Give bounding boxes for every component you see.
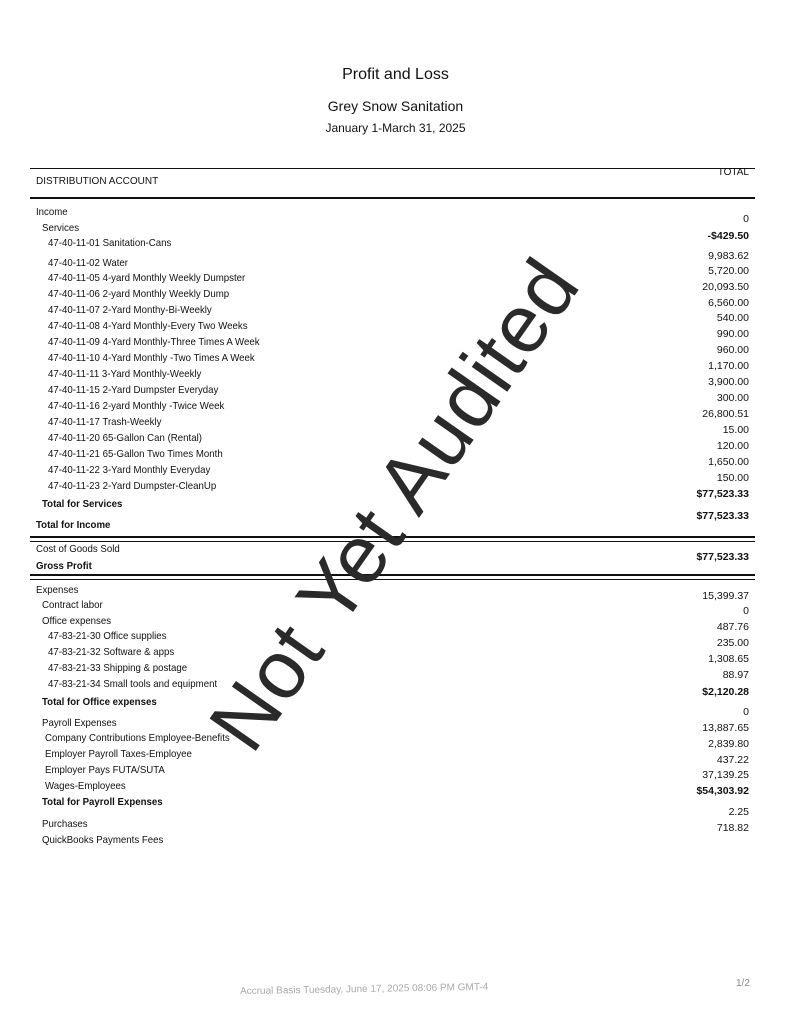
row-value: 300.00: [716, 392, 749, 404]
company-name: Grey Snow Sanitation: [327, 98, 464, 114]
row-label: 47-83-21-30 Office supplies: [48, 630, 167, 642]
row-label: 47-40-11-16 2-yard Monthly -Twice Week: [48, 400, 225, 412]
row-value: 88.97: [722, 669, 749, 681]
row-value: $2,120.28: [702, 686, 749, 698]
row-label: QuickBooks Payments Fees: [42, 834, 164, 846]
row-label: 47-40-11-02 Water: [48, 257, 129, 269]
row-value: 2,839.80: [708, 738, 749, 750]
row-label: Purchases: [42, 818, 88, 830]
income-total-rule: [30, 536, 755, 538]
row-value: 20,093.50: [702, 281, 749, 293]
watermark: Not Yet Audited: [192, 242, 598, 767]
row-value: 37,139.25: [702, 769, 749, 781]
row-label: Cost of Goods Sold: [36, 543, 120, 555]
row-value: 120.00: [716, 440, 749, 452]
row-label: 47-40-11-08 4-Yard Monthly-Every Two Wee…: [48, 320, 248, 332]
row-value: $54,303.92: [696, 785, 749, 797]
row-value: 0: [743, 706, 749, 718]
row-label: Contract labor: [42, 599, 103, 611]
report-title: Profit and Loss: [342, 66, 449, 83]
row-value: 13,887.65: [702, 722, 749, 734]
row-label: 47-83-21-34 Small tools and equipment: [48, 678, 218, 690]
row-label: 47-40-11-07 2-Yard Monthy-Bi-Weekly: [48, 304, 212, 316]
row-value: 0: [743, 605, 749, 617]
row-label: 47-40-11-11 3-Yard Monthly-Weekly: [48, 368, 202, 380]
row-value: $77,523.33: [696, 510, 749, 522]
row-label: Income: [36, 206, 68, 218]
row-label: Services: [42, 222, 80, 234]
row-value: 26,800.51: [702, 408, 749, 420]
row-label: 47-40-11-01 Sanitation-Cans: [48, 237, 172, 249]
row-label: 47-40-11-23 2-Yard Dumpster-CleanUp: [48, 480, 217, 492]
row-value: -$429.50: [707, 230, 749, 242]
row-value: 6,560.00: [708, 297, 749, 309]
column-header-total: TOTAL: [717, 167, 749, 178]
row-value: 235.00: [716, 637, 749, 649]
row-value: 1,170.00: [708, 360, 749, 372]
row-label: 47-40-11-10 4-Yard Monthly -Two Times A …: [48, 352, 255, 364]
row-label: Gross Profit: [36, 560, 92, 572]
row-label: Employer Payroll Taxes-Employee: [45, 748, 192, 760]
row-value: 960.00: [716, 344, 749, 356]
row-value: 487.76: [716, 621, 749, 633]
row-value: 0: [743, 213, 749, 225]
page-number: 1/2: [736, 978, 750, 989]
row-label: Wages-Employees: [45, 780, 126, 792]
row-value: 2.25: [728, 806, 749, 818]
row-value: 990.00: [716, 328, 749, 340]
row-label: 47-83-21-33 Shipping & postage: [48, 662, 188, 674]
report-period: January 1-March 31, 2025: [325, 121, 466, 135]
row-label: 47-40-11-05 4-yard Monthly Weekly Dumpst…: [48, 272, 246, 284]
row-value: $77,523.33: [696, 551, 749, 563]
income-total-rule-2: [30, 541, 755, 542]
row-label: 47-40-11-20 65-Gallon Can (Rental): [48, 432, 202, 444]
row-label: Total for Payroll Expenses: [42, 796, 163, 808]
row-value: 5,720.00: [708, 265, 749, 277]
row-value: 15.00: [722, 424, 749, 436]
row-value: 718.82: [716, 822, 749, 834]
row-label: Office expenses: [42, 615, 112, 627]
row-label: Company Contributions Employee-Benefits: [45, 732, 230, 744]
header-bottom-rule: [30, 197, 755, 199]
row-value: 3,900.00: [708, 376, 749, 388]
row-label: 47-40-11-15 2-Yard Dumpster Everyday: [48, 384, 219, 396]
row-label: Employer Pays FUTA/SUTA: [45, 764, 165, 776]
footer-basis: Accrual Basis Tuesday, June 17, 2025 08:…: [239, 981, 489, 998]
row-value: 15,399.37: [702, 590, 749, 602]
row-label: Expenses: [36, 584, 79, 596]
row-value: 437.22: [716, 754, 749, 766]
column-header-account: DISTRIBUTION ACCOUNT: [36, 176, 159, 187]
row-value: 540.00: [716, 312, 749, 324]
row-value: 9,983.62: [708, 250, 749, 262]
row-label: 47-40-11-22 3-Yard Monthly Everyday: [48, 464, 211, 476]
gross-profit-rule-2: [30, 579, 755, 580]
row-label: Total for Office expenses: [42, 696, 157, 708]
row-label: 47-40-11-09 4-Yard Monthly-Three Times A…: [48, 336, 260, 348]
row-value: $77,523.33: [696, 488, 749, 500]
row-label: Total for Income: [36, 519, 111, 531]
row-value: 1,650.00: [708, 456, 749, 468]
row-label: 47-40-11-06 2-yard Monthly Weekly Dump: [48, 288, 230, 300]
row-label: 47-83-21-32 Software & apps: [48, 646, 175, 658]
row-label: 47-40-11-17 Trash-Weekly: [48, 416, 162, 428]
row-value: 150.00: [716, 472, 749, 484]
row-label: Payroll Expenses: [42, 717, 117, 729]
header-top-rule: [30, 168, 755, 169]
gross-profit-rule: [30, 574, 755, 576]
row-label: 47-40-11-21 65-Gallon Two Times Month: [48, 448, 223, 460]
row-label: Total for Services: [42, 498, 123, 510]
row-value: 1,308.65: [708, 653, 749, 665]
